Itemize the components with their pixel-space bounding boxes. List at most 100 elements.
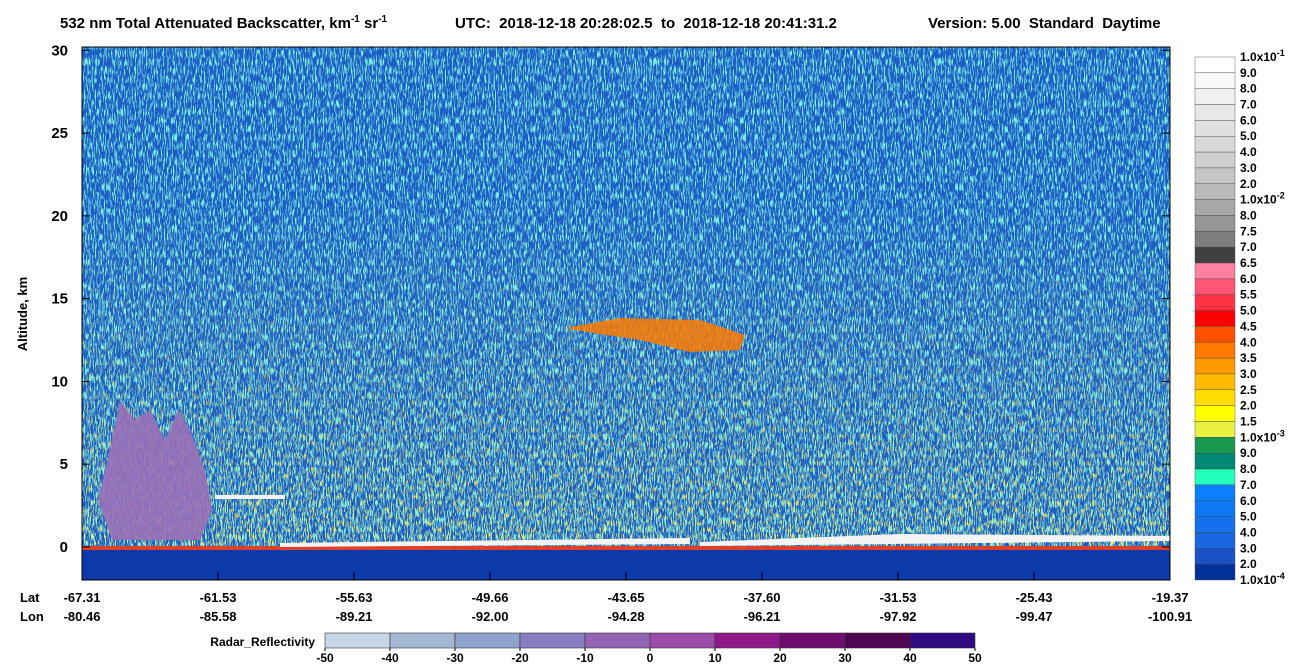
- surface: [82, 546, 1170, 550]
- y-tick-label: 30: [51, 42, 68, 59]
- colorbar-label-sup: -3: [1277, 428, 1285, 438]
- radar-swatch: [454, 632, 521, 649]
- colorbar-swatch: [1194, 437, 1236, 454]
- lat-label: -19.37: [1152, 590, 1189, 605]
- colorbar-swatch: [1194, 104, 1236, 121]
- lon-label: -89.21: [336, 609, 373, 624]
- colorbar-swatch: [1194, 326, 1236, 343]
- colorbar-label: 5.5: [1240, 288, 1257, 302]
- lat-label: -49.66: [472, 590, 509, 605]
- colorbar-swatch: [1194, 468, 1236, 486]
- radar-tick-label: -10: [576, 651, 594, 665]
- row-label: Lat: [20, 590, 40, 605]
- lat-label: -43.65: [608, 590, 645, 605]
- colorbar-label: 6.0: [1240, 272, 1257, 286]
- colorbar-label-base: 1.0x10: [1240, 430, 1277, 444]
- radar-swatch: [779, 632, 846, 649]
- y-tick-label: 20: [51, 208, 68, 225]
- radar-tick-label: -30: [446, 651, 464, 665]
- title-main: 532 nm Total Attenuated Backscatter, km: [60, 15, 351, 32]
- colorbar-label: 6.0: [1240, 494, 1257, 508]
- title-text: 532 nm Total Attenuated Backscatter, km -…: [60, 14, 388, 32]
- colorbar-swatch: [1194, 151, 1236, 169]
- colorbar-label: 6.5: [1240, 256, 1257, 270]
- colorbar-label: 2.0: [1240, 557, 1257, 571]
- colorbar-swatch: [1194, 56, 1236, 74]
- colorbar-swatch: [1194, 278, 1236, 295]
- radar-swatch: [389, 632, 456, 649]
- colorbar-label: 2.0: [1240, 177, 1257, 191]
- colorbar-label: 4.0: [1240, 525, 1257, 539]
- colorbar-swatch: [1194, 183, 1236, 200]
- radar-tick-label: -40: [381, 651, 399, 665]
- colorbar-label: 8.0: [1240, 462, 1257, 476]
- colorbar-label: 9.0: [1240, 446, 1257, 460]
- colorbar-label: 1.0x10-3: [1240, 428, 1285, 444]
- colorbar-label: 7.5: [1240, 224, 1257, 238]
- radar-swatch: [584, 632, 651, 649]
- colorbar-swatch: [1194, 136, 1236, 153]
- lon-label: -99.47: [1016, 609, 1053, 624]
- title: 532 nm Total Attenuated Backscatter, km -…: [60, 14, 1161, 32]
- colorbar-swatch: [1194, 199, 1236, 216]
- y-tick-label: 0: [60, 539, 68, 556]
- colorbar-label: 4.0: [1240, 145, 1257, 159]
- radar-swatch: [324, 632, 391, 649]
- radar-cloud: [98, 400, 212, 540]
- lon-label: -94.28: [608, 609, 645, 624]
- colorbar-label: 6.0: [1240, 113, 1257, 127]
- radar-swatch: [909, 632, 976, 649]
- colorbar: 1.0x10-19.08.07.06.05.04.03.02.01.0x10-2…: [1194, 48, 1285, 587]
- colorbar-label: 7.0: [1240, 478, 1257, 492]
- lon-label: -96.21: [744, 609, 781, 624]
- lon-label: -100.91: [1148, 609, 1192, 624]
- radar-colorbar: Radar_Reflectivity-50 -40 -30 -20 -10 0 10 20 30…: [210, 632, 982, 665]
- lon-label: -80.46: [64, 609, 101, 624]
- colorbar-swatch: [1194, 167, 1236, 184]
- colorbar-swatch: [1194, 389, 1236, 406]
- colorbar-label: 8.0: [1240, 82, 1257, 96]
- colorbar-label: 3.5: [1240, 351, 1257, 365]
- colorbar-label-sup: -1: [1277, 48, 1285, 58]
- colorbar-label: 9.0: [1240, 66, 1257, 80]
- colorbar-swatch: [1194, 548, 1236, 565]
- radar-tick-label: 50: [968, 651, 982, 665]
- colorbar-swatch: [1194, 231, 1236, 248]
- radar-tick-label: 20: [773, 651, 787, 665]
- colorbar-swatch: [1194, 405, 1236, 422]
- lon-label: -92.00: [472, 609, 509, 624]
- colorbar-label: 7.0: [1240, 98, 1257, 112]
- lat-label: -55.63: [336, 590, 373, 605]
- colorbar-label-sup: -4: [1277, 571, 1285, 581]
- colorbar-label: 7.0: [1240, 240, 1257, 254]
- colorbar-swatch: [1194, 421, 1236, 438]
- title-sup: -1: [378, 14, 387, 25]
- x-axis: Lat Lon -67.31 -80.46 -61.53 -85.58 -55.63 -89.…: [20, 572, 1192, 624]
- row-label: Lon: [20, 609, 44, 624]
- radar-swatch: [844, 632, 911, 649]
- colorbar-swatch: [1194, 373, 1236, 391]
- lon-label: -97.92: [880, 609, 917, 624]
- y-axis-label: Altitude, km: [15, 277, 30, 351]
- colorbar-swatch: [1194, 120, 1236, 137]
- y-tick-label: 10: [51, 373, 68, 390]
- colorbar-swatch: [1194, 516, 1236, 533]
- colorbar-label: 1.5: [1240, 415, 1257, 429]
- radar-swatch: [714, 632, 781, 649]
- version: Version: 5.00 Standard Daytime: [928, 15, 1161, 32]
- colorbar-swatch: [1194, 294, 1236, 311]
- colorbar-label: 3.0: [1240, 541, 1257, 555]
- radar-colorbar-title: Radar_Reflectivity: [210, 635, 315, 649]
- colorbar-swatch: [1194, 262, 1236, 280]
- colorbar-label: 1.0x10-4: [1240, 571, 1285, 587]
- colorbar-swatch: [1194, 310, 1236, 327]
- colorbar-label: 1.0x10-1: [1240, 48, 1285, 64]
- colorbar-label: 8.0: [1240, 208, 1257, 222]
- lat-label: -61.53: [200, 590, 237, 605]
- y-tick-label: 5: [60, 456, 68, 473]
- colorbar-swatch: [1194, 342, 1236, 359]
- radar-swatch: [649, 632, 716, 649]
- colorbar-swatch: [1194, 88, 1236, 105]
- y-tick-label: 25: [51, 125, 68, 142]
- colorbar-label: 5.0: [1240, 510, 1257, 524]
